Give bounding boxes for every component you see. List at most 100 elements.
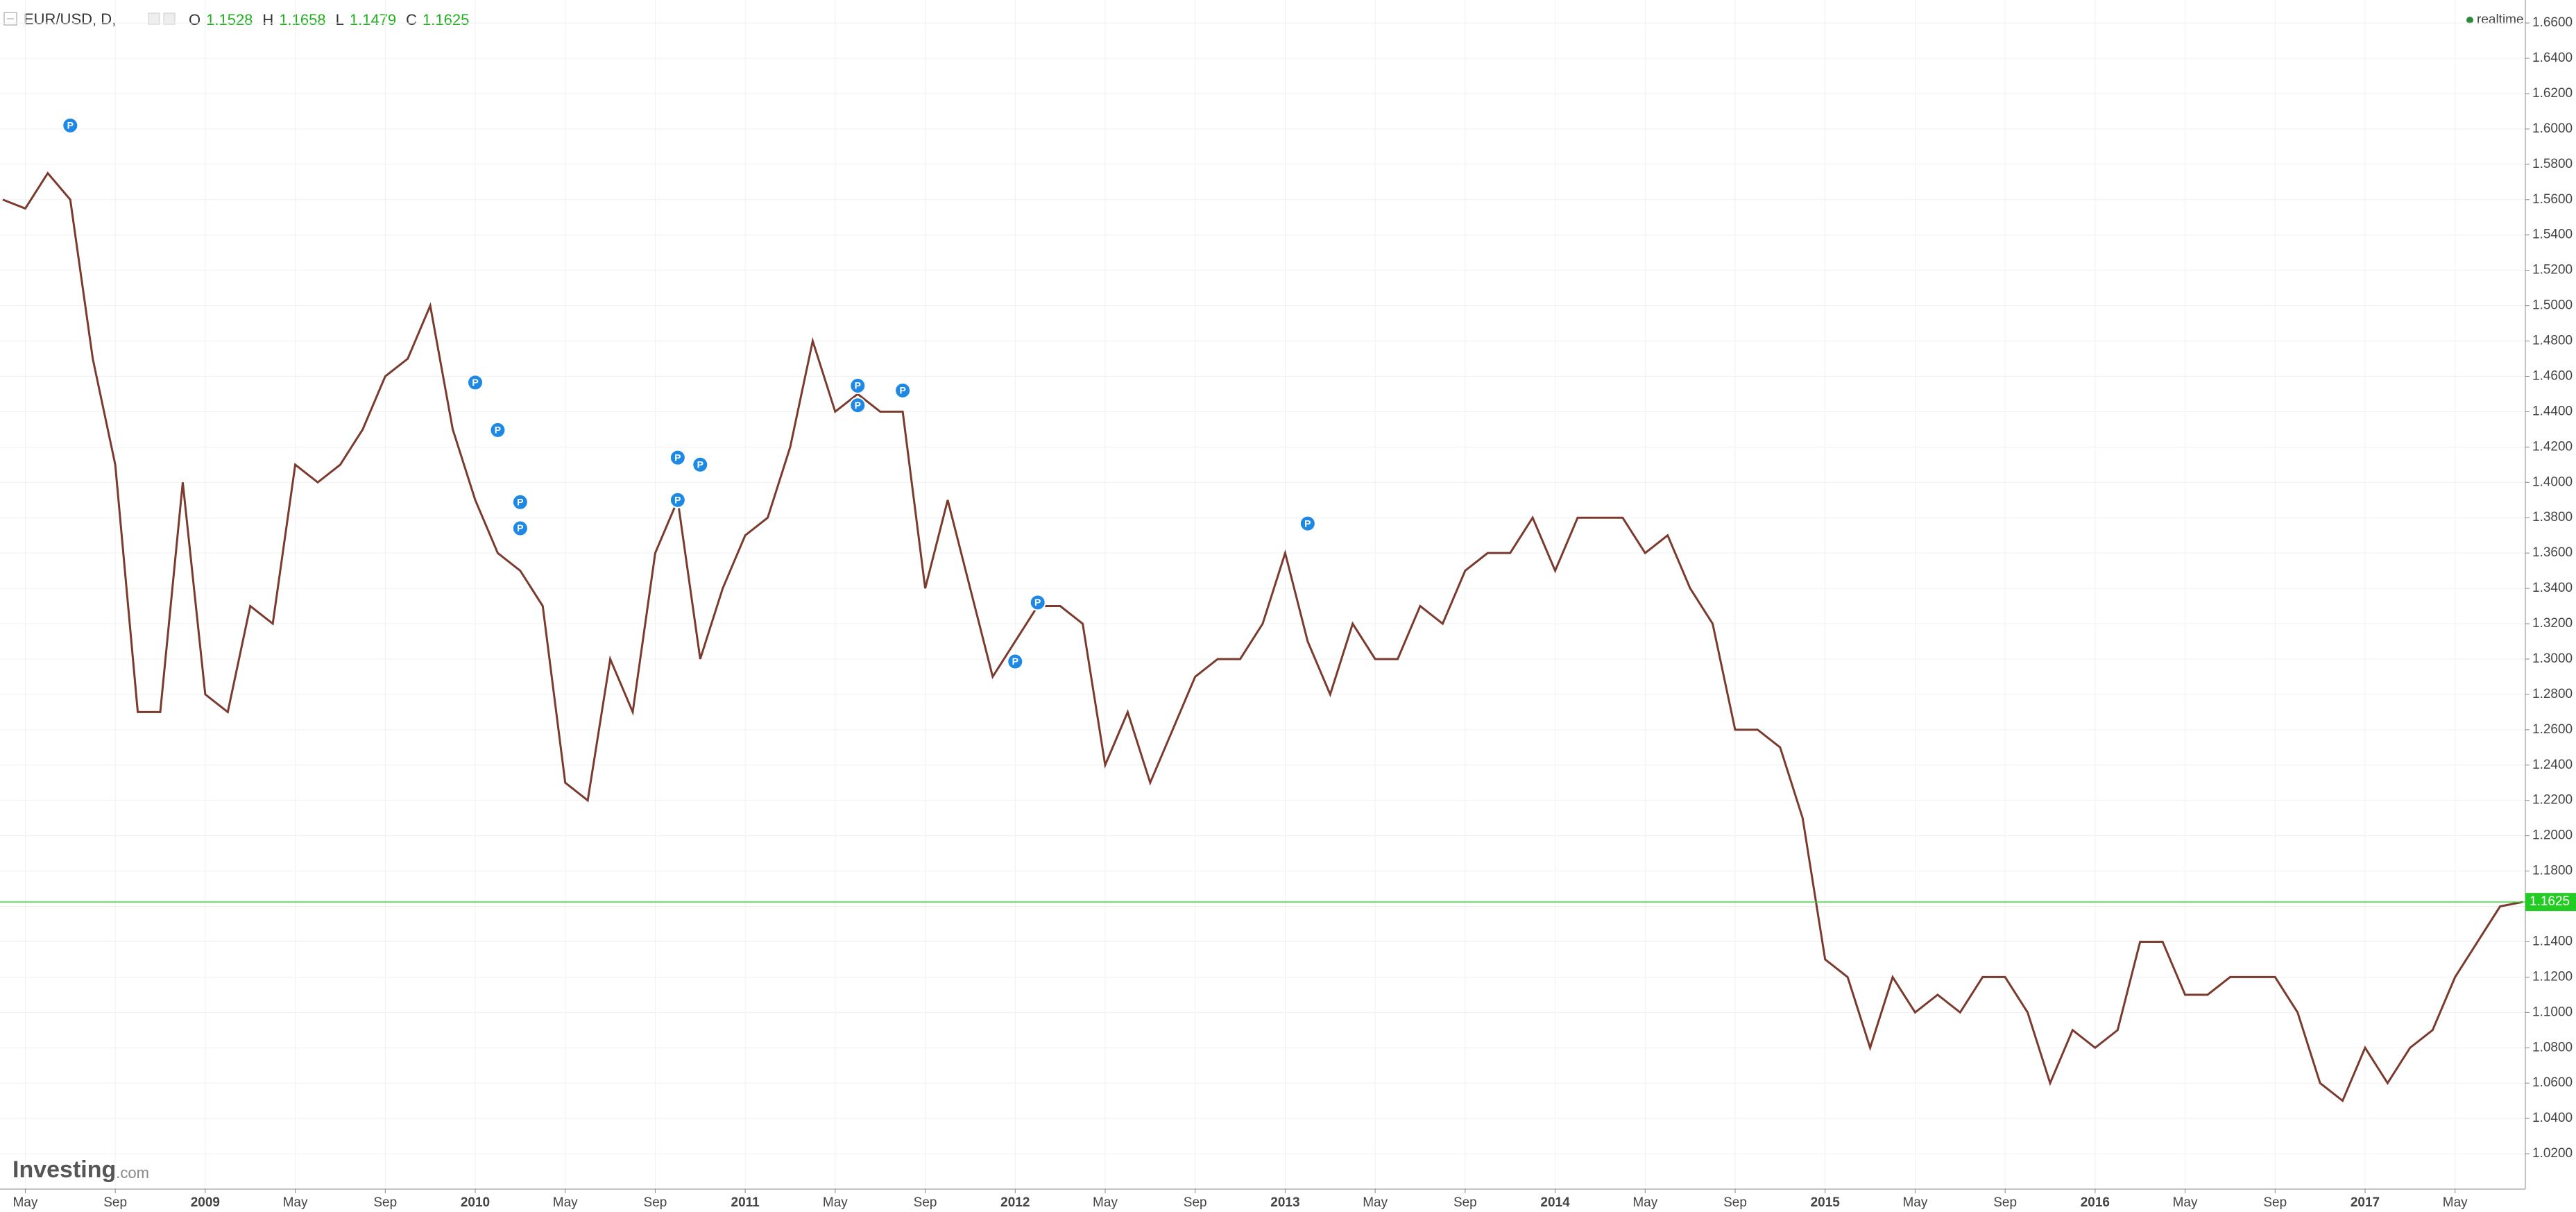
y-tick-label: 1.0400 [2532,1111,2573,1125]
x-tick-label: May [2443,1195,2468,1210]
x-tick-label: May [823,1195,848,1210]
y-tick-label: 1.0800 [2532,1040,2573,1055]
x-tick-label: May [283,1195,308,1210]
x-tick-label: 2017 [2351,1195,2380,1210]
x-tick-label: 2014 [1540,1195,1570,1210]
marker[interactable] [692,456,709,473]
logo-suffix: .com [116,1164,149,1181]
logo: Investing [12,1156,116,1183]
x-tick-label: May [1363,1195,1388,1210]
marker-label: P [855,380,861,391]
y-tick-label: 1.5600 [2532,192,2573,207]
y-tick-label: 1.6000 [2532,121,2573,136]
x-tick-label: 2012 [1000,1195,1030,1210]
y-tick-label: 1.2200 [2532,793,2573,808]
marker[interactable] [669,491,686,509]
x-tick-label: Sep [1453,1195,1477,1210]
x-tick-label: May [1093,1195,1118,1210]
x-tick-label: Sep [644,1195,667,1210]
marker-label: P [855,400,861,411]
marker-label: P [899,385,905,396]
marker[interactable] [62,117,79,134]
x-tick-label: Sep [103,1195,127,1210]
y-tick-label: 1.1200 [2532,969,2573,984]
marker-label: P [674,452,681,463]
marker[interactable] [1007,653,1024,670]
status: realtime [2477,12,2524,27]
ohlc-value: 1.1528 [206,11,253,28]
y-tick-label: 1.5000 [2532,298,2573,313]
marker-label: P [472,377,478,388]
x-tick-label: 2015 [1811,1195,1841,1210]
x-tick-label: Sep [2263,1195,2287,1210]
marker[interactable] [669,449,686,466]
ohlc-label: O [189,11,201,28]
marker[interactable] [489,421,506,438]
x-tick-label: 2016 [2081,1195,2110,1210]
marker[interactable] [1299,515,1316,532]
x-tick-label: Sep [1993,1195,2017,1210]
price-line [2,171,2523,1103]
x-tick-label: 2010 [461,1195,490,1210]
y-tick-label: 1.3800 [2532,510,2573,524]
status-dot [2466,17,2473,24]
marker[interactable] [894,382,912,399]
ohlc-value: 1.1479 [350,11,396,28]
x-tick-label: May [1632,1195,1657,1210]
x-tick-label: May [2173,1195,2198,1210]
y-tick-label: 1.0600 [2532,1075,2573,1090]
x-tick-label: 2009 [191,1195,220,1210]
last-price-box [2525,893,2576,912]
y-tick-label: 1.4000 [2532,475,2573,489]
ohlc-label: C [406,11,417,28]
y-tick-label: 1.3200 [2532,616,2573,631]
y-tick-label: 1.5200 [2532,263,2573,278]
marker-label: P [495,425,501,436]
marker-label: P [517,522,523,534]
marker-label: P [1034,597,1041,608]
ohlc-value: 1.1625 [423,11,469,28]
y-tick-label: 1.4600 [2532,368,2573,383]
marker[interactable] [849,377,867,394]
x-tick-label: 2011 [731,1195,760,1210]
marker-label: P [1304,518,1311,529]
marker[interactable] [511,493,529,511]
button[interactable] [163,12,176,25]
y-tick-label: 1.2600 [2532,722,2573,737]
symbol[interactable]: EUR/USD, D, [24,10,116,28]
marker[interactable] [467,374,484,391]
ohlc-value: 1.1658 [279,11,325,28]
y-tick-label: 1.4200 [2532,439,2573,454]
x-tick-label: Sep [373,1195,397,1210]
x-tick-label: May [553,1195,578,1210]
marker-label: P [697,459,703,470]
marker-label: P [674,494,681,505]
marker[interactable] [511,520,529,537]
y-tick-label: 1.6400 [2532,51,2573,65]
y-tick-label: 1.2800 [2532,687,2573,701]
ohlc-label: L [336,11,344,28]
button[interactable] [148,12,160,25]
y-tick-label: 1.5800 [2532,157,2573,171]
x-tick-label: Sep [1184,1195,1207,1210]
marker[interactable] [849,397,867,414]
collapse-button[interactable] [3,12,17,26]
header: EUR/USD, D, [3,10,176,28]
ohlc-label: H [262,11,273,28]
y-tick-label: 1.6200 [2532,86,2573,101]
x-tick-label: Sep [1723,1195,1747,1210]
y-tick-label: 1.1000 [2532,1005,2573,1019]
y-tick-label: 1.3400 [2532,581,2573,595]
y-tick-label: 1.2400 [2532,758,2573,772]
x-tick-label: Sep [914,1195,937,1210]
x-tick-label: May [12,1195,37,1210]
last-price-label: 1.1625 [2530,894,2570,909]
marker-label: P [517,497,523,508]
x-tick-label: 2013 [1270,1195,1299,1210]
y-tick-label: 1.1400 [2532,934,2573,948]
y-tick-label: 1.3000 [2532,651,2573,666]
marker[interactable] [1029,594,1046,611]
